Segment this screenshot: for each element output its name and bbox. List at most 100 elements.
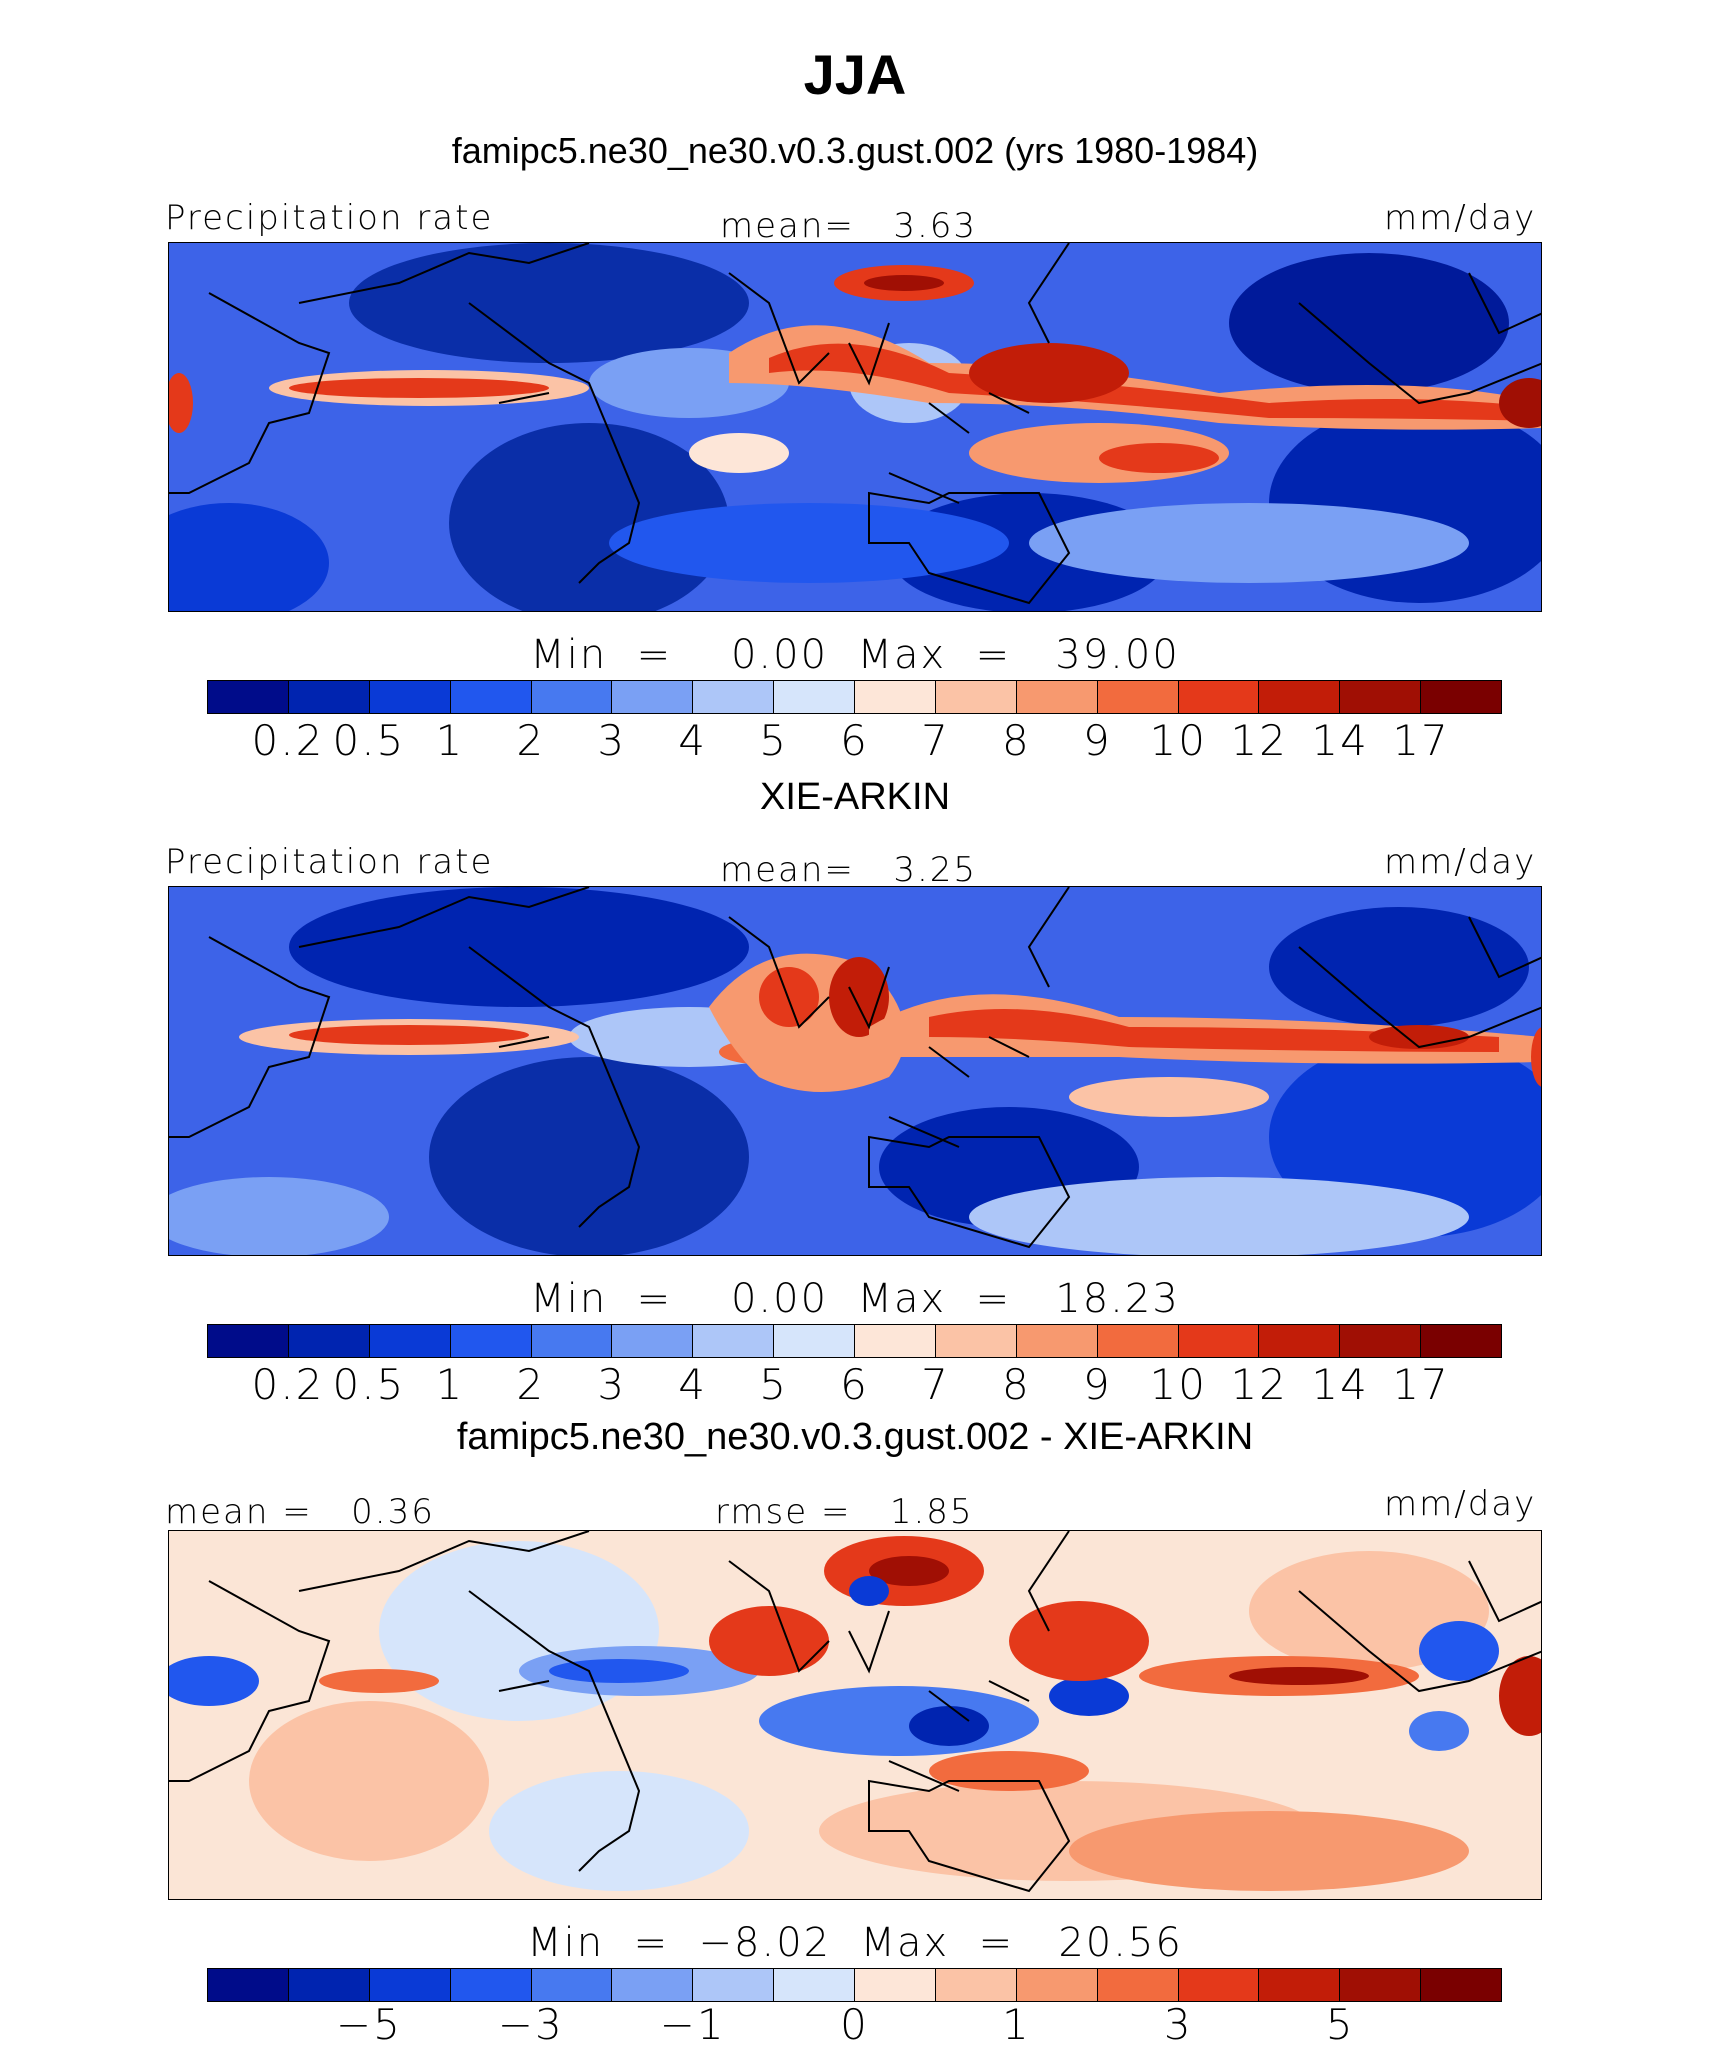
colorbar-swatch — [288, 681, 370, 713]
colorbar-swatch — [935, 1325, 1017, 1357]
colorbar-tick-label: 0 — [840, 2000, 869, 2049]
colorbar-tick-label: 6 — [840, 716, 869, 765]
panel-3-map — [168, 1530, 1542, 1900]
panel-1-minmax-label: Min = 0.00 Max = 39.00 — [530, 632, 1180, 678]
colorbar-swatch — [612, 681, 694, 713]
colorbar-tick-label: 17 — [1392, 1360, 1450, 1409]
colorbar-tick-label: 9 — [1082, 1360, 1112, 1409]
colorbar-tick-label: 3 — [597, 1360, 627, 1409]
colorbar-swatch — [1340, 1325, 1422, 1357]
colorbar-tick-label: 4 — [678, 716, 707, 765]
colorbar-swatch — [1016, 1969, 1098, 2001]
panel-3-caption: famipc5.ne30_ne30.v0.3.gust.002 - XIE-AR… — [456, 1416, 1254, 1458]
colorbar-tick-label: −5 — [335, 2000, 402, 2049]
panel-2-map — [168, 886, 1542, 1256]
colorbar-tick-label: 12 — [1230, 716, 1288, 765]
panel-3-mean-label: mean = 0.36 — [165, 1492, 435, 1532]
colorbar-swatch — [208, 1325, 289, 1357]
colorbar-swatch — [1259, 681, 1341, 713]
colorbar-swatch — [612, 1325, 694, 1357]
colorbar-swatch — [208, 681, 289, 713]
colorbar-swatch — [612, 1969, 694, 2001]
panel-3-colorbar-ticks: −5 −3 −1 0 1 3 5 — [207, 2000, 1502, 2049]
panel-1-map — [168, 242, 1542, 612]
panel-2-colorbar — [207, 1324, 1502, 1358]
colorbar-tick-label: 2 — [516, 1360, 546, 1409]
panel-2-minmax-label: Min = 0.00 Max = 18.23 — [530, 1276, 1180, 1322]
colorbar-swatch — [774, 1325, 855, 1357]
panel-1-mean-label: mean= 3.63 — [720, 206, 978, 246]
colorbar-tick-label: 0.2 — [251, 716, 325, 765]
panel-3-minmax-label: Min = −8.02 Max = 20.56 — [527, 1920, 1183, 1966]
colorbar-swatch — [208, 1969, 289, 2001]
panel-2-precip-field — [169, 887, 1541, 1255]
colorbar-tick-label: 4 — [678, 1360, 707, 1409]
colorbar-swatch — [1178, 681, 1260, 713]
colorbar-swatch — [288, 1325, 370, 1357]
colorbar-tick-label: 3 — [597, 716, 627, 765]
colorbar-swatch — [935, 1969, 1017, 2001]
colorbar-swatch — [288, 1969, 370, 2001]
colorbar-swatch — [450, 1969, 532, 2001]
colorbar-tick-label: 14 — [1311, 716, 1369, 765]
colorbar-swatch — [1421, 1969, 1501, 2001]
colorbar-tick-label: 5 — [1325, 2000, 1355, 2049]
colorbar-tick-label: 1 — [435, 716, 465, 765]
colorbar-tick-label: −1 — [659, 2000, 726, 2049]
colorbar-swatch — [531, 681, 613, 713]
colorbar-swatch — [935, 681, 1017, 713]
colorbar-swatch — [1340, 1969, 1422, 2001]
colorbar-tick-label: 10 — [1149, 716, 1207, 765]
colorbar-swatch — [693, 1969, 775, 2001]
colorbar-tick-label: 5 — [759, 716, 788, 765]
figure-title: JJA — [803, 43, 907, 106]
panel-3-units-label: mm/day — [1384, 1484, 1537, 1524]
colorbar-swatch — [369, 681, 451, 713]
colorbar-swatch — [855, 1969, 936, 2001]
colorbar-tick-label: 3 — [1163, 2000, 1193, 2049]
colorbar-tick-label: 0.2 — [251, 1360, 325, 1409]
colorbar-swatch — [1016, 681, 1098, 713]
colorbar-tick-label: 7 — [921, 716, 950, 765]
colorbar-swatch — [1097, 681, 1179, 713]
colorbar-swatch — [531, 1969, 613, 2001]
colorbar-swatch — [450, 1325, 532, 1357]
colorbar-swatch — [1340, 681, 1422, 713]
colorbar-tick-label: 1 — [1002, 2000, 1031, 2049]
colorbar-tick-label: 5 — [759, 1360, 788, 1409]
colorbar-swatch — [1259, 1325, 1341, 1357]
panel-3-rmse-label: rmse = 1.85 — [715, 1492, 974, 1532]
colorbar-swatch — [1097, 1325, 1179, 1357]
colorbar-tick-label: 6 — [840, 1360, 869, 1409]
panel-1-colorbar — [207, 680, 1502, 714]
panel-2-colorbar-ticks: 0.2 0.5 1 2 3 4 5 6 7 8 9 10 12 14 17 — [207, 1360, 1502, 1409]
colorbar-swatch — [693, 1325, 775, 1357]
colorbar-swatch — [369, 1325, 451, 1357]
panel-2-mean-label: mean= 3.25 — [720, 850, 978, 890]
colorbar-tick-label: 2 — [516, 716, 546, 765]
panel-2-variable-label: Precipitation rate — [165, 842, 494, 882]
colorbar-tick-label: 14 — [1311, 1360, 1369, 1409]
colorbar-swatch — [369, 1969, 451, 2001]
colorbar-tick-label: 7 — [921, 1360, 950, 1409]
colorbar-tick-label: 8 — [1002, 1360, 1031, 1409]
colorbar-swatch — [1421, 1325, 1501, 1357]
colorbar-swatch — [774, 681, 855, 713]
colorbar-swatch — [531, 1325, 613, 1357]
panel-2-caption: XIE-ARKIN — [759, 776, 951, 818]
colorbar-swatch — [1259, 1969, 1341, 2001]
panel-1-precip-field — [169, 243, 1541, 611]
colorbar-swatch — [855, 1325, 936, 1357]
panel-1-units-label: mm/day — [1384, 198, 1537, 238]
colorbar-swatch — [450, 681, 532, 713]
colorbar-swatch — [1178, 1969, 1260, 2001]
colorbar-swatch — [693, 681, 775, 713]
colorbar-tick-label: 12 — [1230, 1360, 1288, 1409]
panel-3-difference-field — [169, 1531, 1541, 1899]
colorbar-tick-label: 0.5 — [332, 1360, 406, 1409]
colorbar-tick-label: 9 — [1082, 716, 1112, 765]
colorbar-tick-label: 10 — [1149, 1360, 1207, 1409]
colorbar-swatch — [774, 1969, 855, 2001]
colorbar-swatch — [855, 681, 936, 713]
panel-1-variable-label: Precipitation rate — [165, 198, 494, 238]
